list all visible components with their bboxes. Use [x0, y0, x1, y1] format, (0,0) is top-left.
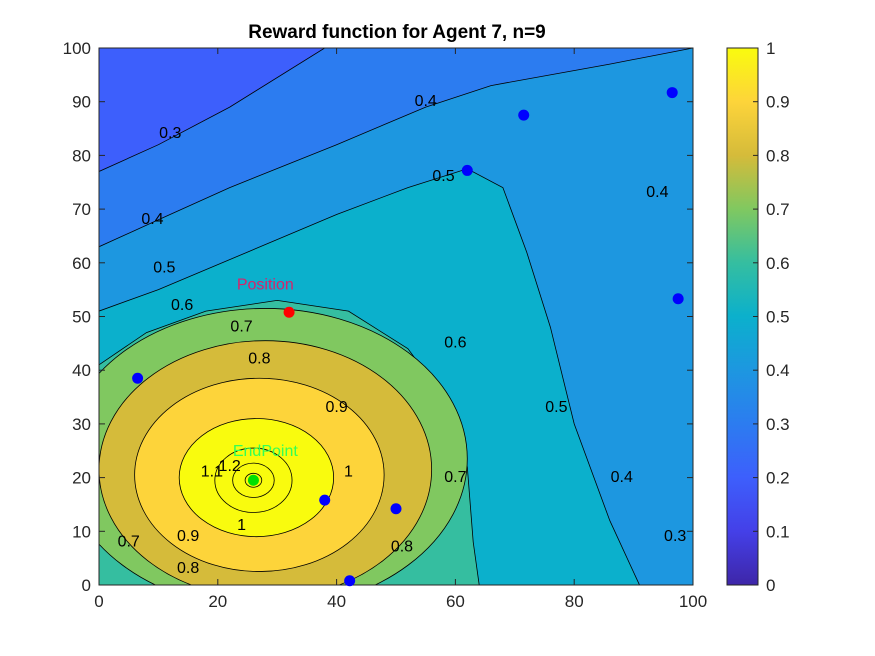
x-tick-label: 0	[94, 592, 103, 611]
y-tick-label: 100	[63, 39, 91, 58]
colorbar-tick-label: 0.9	[766, 93, 790, 112]
endpoint-marker	[247, 474, 259, 486]
agent-marker	[672, 293, 684, 305]
colorbar-tick-label: 0.8	[766, 146, 790, 165]
y-tick-label: 90	[72, 93, 91, 112]
colorbar-tick-label: 0.5	[766, 308, 790, 327]
contour-label: 1	[237, 517, 246, 534]
y-tick-label: 0	[82, 576, 91, 595]
position-marker	[283, 306, 295, 318]
colorbar-tick-label: 1	[766, 39, 775, 58]
y-tick-label: 50	[72, 308, 91, 327]
contour-label: 0.4	[611, 469, 633, 486]
contour-label: 0.4	[646, 184, 668, 201]
y-tick-label: 20	[72, 469, 91, 488]
chart-title: Reward function for Agent 7, n=9	[248, 22, 546, 43]
contour-label: 0.7	[444, 469, 466, 486]
contour-label: 0.9	[177, 528, 199, 545]
point-annotations: Position EndPoint	[233, 277, 298, 460]
scatter-markers	[132, 87, 684, 587]
contour-label: 1.1	[201, 463, 223, 480]
colorbar-ticks: 0 0.1 0.2 0.3 0.4 0.5 0.6 0.7 0.8 0.9 1	[753, 39, 790, 595]
y-tick-label: 60	[72, 254, 91, 273]
agent-marker	[390, 503, 402, 515]
colorbar-tick-label: 0.6	[766, 254, 790, 273]
y-tick-label: 10	[72, 522, 91, 541]
y-tick-label: 40	[72, 361, 91, 380]
contour-label: 0.7	[230, 318, 252, 335]
colorbar-tick-label: 0.2	[766, 469, 790, 488]
contour-label: 0.4	[141, 211, 163, 228]
colorbar-gradient	[726, 47, 759, 586]
contour-label: 1.2	[219, 458, 241, 475]
contour-label: 0.6	[444, 335, 466, 352]
agent-marker	[319, 494, 331, 506]
endpoint-label: EndPoint	[233, 443, 298, 460]
y-axis: 0 10 20 30 40 50 60 70 80 90 100	[63, 39, 693, 595]
x-tick-label: 80	[565, 592, 584, 611]
agent-marker	[344, 575, 356, 587]
colorbar-tick-label: 0.3	[766, 415, 790, 434]
y-tick-label: 80	[72, 146, 91, 165]
y-tick-label: 70	[72, 200, 91, 219]
position-label: Position	[237, 277, 294, 294]
x-axis: 0 20 40 60 80 100	[94, 48, 707, 611]
contour-label: 0.3	[159, 125, 181, 142]
contour-label: 0.8	[248, 351, 270, 368]
plot-area	[99, 48, 693, 585]
y-tick-label: 30	[72, 415, 91, 434]
x-tick-label: 100	[679, 592, 707, 611]
colorbar: 0 0.1 0.2 0.3 0.4 0.5 0.6 0.7 0.8 0.9 1	[726, 39, 790, 595]
contour-label: 0.5	[153, 259, 175, 276]
x-tick-label: 20	[208, 592, 227, 611]
contour-label: 0.5	[545, 399, 567, 416]
agent-marker	[132, 372, 144, 384]
contour-label: 0.8	[391, 539, 413, 556]
x-tick-label: 60	[446, 592, 465, 611]
contour-label: 0.4	[415, 93, 437, 110]
x-tick-label: 40	[327, 592, 346, 611]
colorbar-tick-label: 0.7	[766, 200, 790, 219]
contour-bands	[99, 48, 693, 585]
contour-label: 0.3	[664, 528, 686, 545]
agent-marker	[666, 87, 678, 99]
agent-marker	[518, 109, 530, 121]
contour-label: 0.9	[325, 399, 347, 416]
colorbar-tick-label: 0.1	[766, 522, 790, 541]
contour-label: 0.5	[432, 168, 454, 185]
contour-labels: 0.3 0.4 0.4 0.5 0.5 0.6 0.7 0.8 0.9 1 1.11.2 1 0.9 0.…	[118, 93, 687, 577]
contour-label: 0.7	[118, 533, 140, 550]
contour-label: 1	[344, 463, 353, 480]
contour-label: 0.8	[177, 560, 199, 577]
contour-label: 0.6	[171, 297, 193, 314]
colorbar-tick-label: 0.4	[766, 361, 790, 380]
colorbar-tick-label: 0	[766, 576, 775, 595]
agent-marker	[461, 164, 473, 176]
